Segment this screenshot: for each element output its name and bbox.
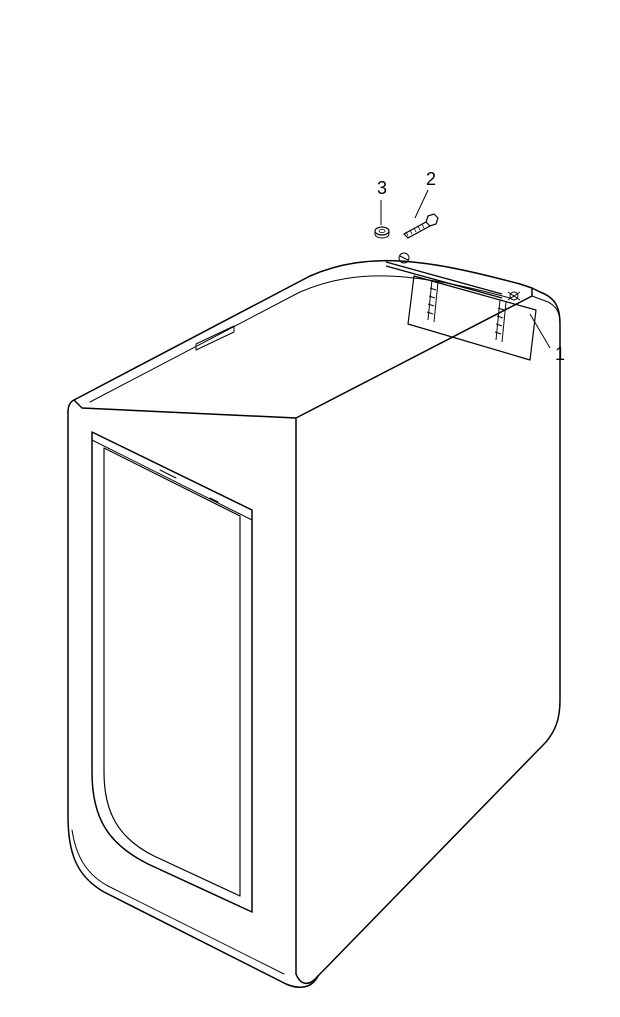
callout-label-2: 2 <box>426 169 436 189</box>
parts-diagram: 1 2 3 <box>0 0 620 1017</box>
sun-visor-assembly <box>386 253 536 360</box>
callouts <box>381 190 550 348</box>
door-window-frame <box>92 432 252 912</box>
washer-part <box>375 227 389 238</box>
callout-label-3: 3 <box>377 178 387 198</box>
cab-shell <box>68 261 560 988</box>
bolt-part <box>404 214 438 238</box>
callout-label-1: 1 <box>555 344 565 364</box>
